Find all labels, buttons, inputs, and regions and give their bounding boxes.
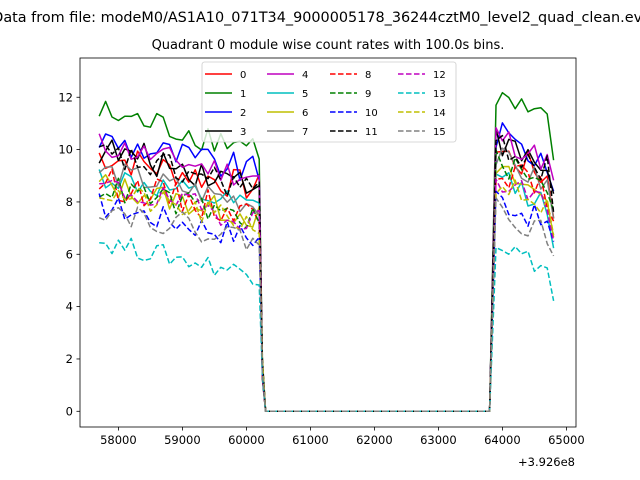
y-tick-label: 10 (58, 143, 73, 157)
legend-label-2: 2 (240, 108, 246, 119)
series-line-5 (98, 169, 555, 413)
legend-label-10: 10 (365, 108, 378, 119)
series-line-9 (98, 149, 555, 413)
y-tick-label: 12 (58, 90, 73, 104)
series-line-6 (98, 165, 555, 413)
legend-label-1: 1 (240, 89, 246, 100)
series-line-11 (98, 134, 555, 413)
axes-layer: 58000 59000 60000 61000 62000 63000 64000 65000… (58, 57, 585, 447)
x-tick-label: 59000 (164, 433, 201, 447)
plot-frame (79, 57, 577, 428)
legend-label-13: 13 (433, 89, 446, 100)
series-line-10 (98, 190, 555, 413)
legend-box (201, 61, 457, 143)
legend-label-7: 7 (302, 127, 308, 138)
series-line-12 (99, 178, 555, 413)
x-tick-label: 63000 (420, 433, 457, 447)
series-line-7 (98, 147, 555, 413)
legend-label-6: 6 (302, 108, 308, 119)
series-line-0 (98, 150, 555, 413)
figure-suptitle: Data from file: modeM0/AS1A10_071T34_900… (0, 10, 640, 26)
legend-label-15: 15 (433, 127, 446, 138)
x-tick-label: 62000 (356, 433, 393, 447)
legend-label-12: 12 (433, 70, 446, 81)
y-tick-label: 0 (66, 404, 73, 418)
legend-label-8: 8 (365, 70, 371, 81)
legend-label-5: 5 (302, 89, 308, 100)
x-tick-label: 65000 (548, 433, 585, 447)
series-line-13 (99, 237, 555, 413)
y-tick-label: 2 (66, 352, 73, 366)
x-tick-label: 58000 (100, 433, 137, 447)
legend-label-14: 14 (433, 108, 446, 119)
legend-label-0: 0 (240, 70, 246, 81)
series-line-14 (99, 179, 555, 413)
x-tick-label: 64000 (484, 433, 521, 447)
legend-label-9: 9 (365, 89, 371, 100)
series-line-15 (98, 197, 555, 413)
y-tick-label: 6 (66, 247, 73, 261)
legend-label-3: 3 (240, 127, 246, 138)
y-tick-label: 8 (66, 195, 73, 209)
series-layer (98, 91, 555, 413)
series-line-2 (98, 122, 555, 413)
legend-label-11: 11 (365, 127, 378, 138)
x-tick-label: 60000 (228, 433, 265, 447)
chart-title: Quadrant 0 module wise count rates with … (152, 38, 505, 53)
legend-label-4: 4 (302, 70, 308, 81)
series-line-3 (98, 128, 555, 413)
series-line-4 (98, 126, 555, 413)
x-offset-label: +3.926e8 (518, 455, 575, 469)
y-tick-label: 4 (66, 300, 73, 314)
x-tick-label: 61000 (292, 433, 329, 447)
